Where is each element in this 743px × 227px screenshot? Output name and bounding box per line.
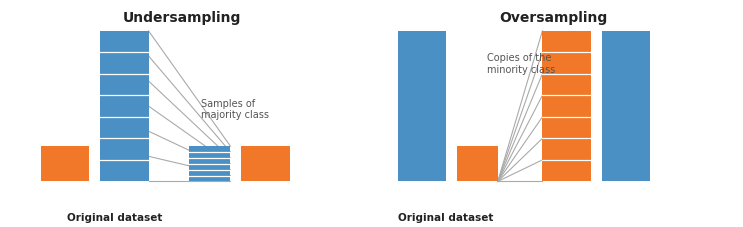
Text: Oversampling: Oversampling [499,11,608,25]
Bar [41,146,89,182]
Text: Samples of
majority class: Samples of majority class [201,98,269,120]
Bar [457,146,498,182]
Bar [189,146,230,182]
Bar [602,32,650,182]
Text: Copies of the
minority class: Copies of the minority class [487,53,555,74]
Bar [100,32,149,182]
Text: Original dataset: Original dataset [398,212,493,222]
Bar [241,146,290,182]
Bar [398,32,446,182]
Bar [542,32,591,182]
Text: Undersampling: Undersampling [123,11,241,25]
Text: Original dataset: Original dataset [68,212,163,222]
